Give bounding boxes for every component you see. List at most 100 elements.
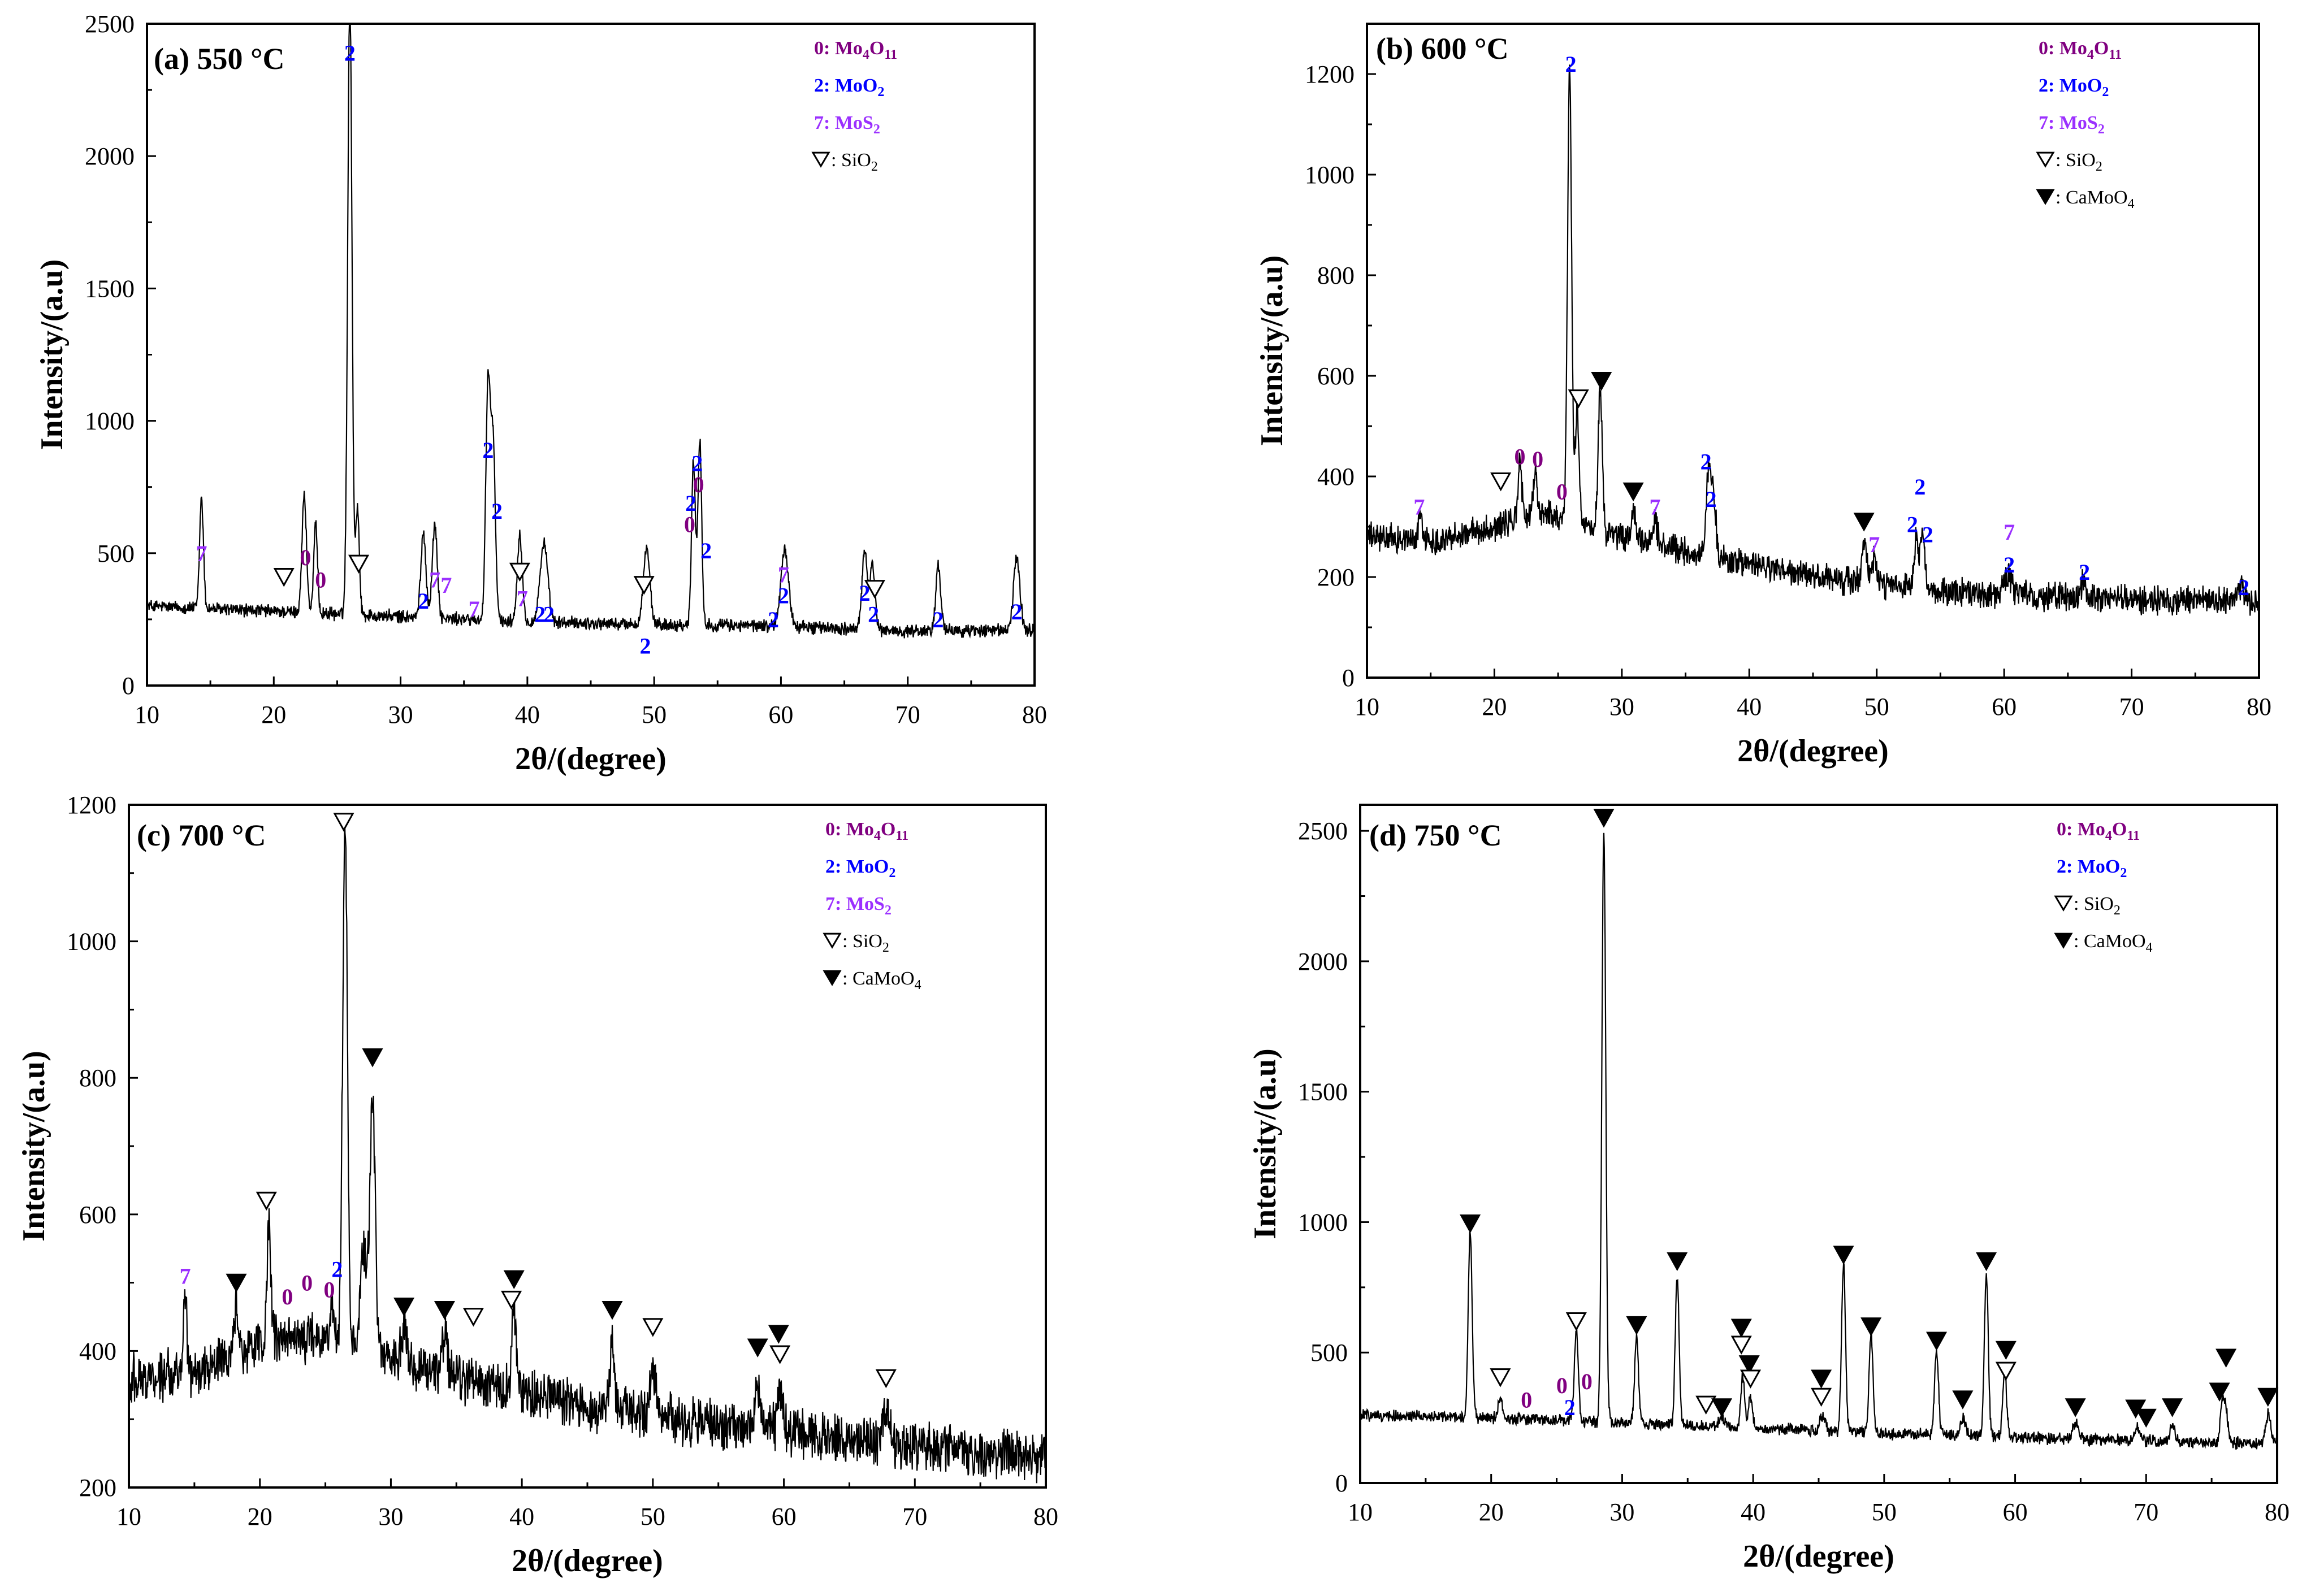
x-tick-label: 40 — [509, 1503, 534, 1530]
mos2-peak-label: 7 — [196, 541, 207, 566]
camoo4-peak-marker — [1833, 1246, 1854, 1265]
sio2-peak-marker — [1490, 472, 1512, 492]
sio2-peak-marker — [769, 1345, 791, 1364]
mo4o11-peak-label: 0 — [1581, 1369, 1593, 1394]
moo2-peak-label: 2 — [768, 607, 779, 632]
sio2-peak-marker — [256, 1191, 277, 1211]
moo2-peak-label: 2 — [2238, 575, 2249, 600]
panel-d-y-axis-title: Intensity/(a.u) — [1248, 1048, 1283, 1239]
camoo4-peak-marker — [2216, 1348, 2237, 1368]
camoo4-peak-marker — [1860, 1317, 1882, 1337]
moo2-peak-label: 2 — [2079, 560, 2090, 585]
moo2-peak-label: 2 — [331, 1256, 343, 1282]
sio2-peak-marker — [1565, 1312, 1587, 1332]
x-tick-label: 50 — [641, 1503, 665, 1530]
camoo4-peak-marker — [1738, 1355, 1760, 1374]
sio2-legend-label: : SiO2 — [2056, 150, 2102, 174]
x-tick-label: 20 — [261, 701, 286, 728]
camoo4-peak-marker — [1711, 1398, 1733, 1417]
moo2-legend-label: 2: MoO2 — [2057, 856, 2127, 881]
camoo4-peak-marker — [2065, 1398, 2086, 1417]
sio2-peak-marker — [348, 554, 370, 574]
moo2-peak-label: 2 — [1700, 449, 1712, 474]
panel-a-title: (a) 550 °C — [154, 42, 285, 76]
y-tick-label: 1000 — [1298, 1208, 1348, 1236]
x-tick-label: 60 — [1992, 693, 2017, 721]
moo2-peak-label: 2 — [491, 498, 503, 524]
camoo4-peak-marker — [434, 1301, 455, 1320]
panel-b-title: (b) 600 °C — [1376, 32, 1509, 66]
panel-c-x-axis-title: 2θ/(degree) — [512, 1543, 663, 1578]
moo2-legend-label: 2: MoO2 — [825, 856, 895, 881]
camoo4-peak-marker — [2209, 1382, 2230, 1402]
mos2-peak-label: 7 — [180, 1264, 191, 1289]
moo2-peak-label: 2 — [1565, 51, 1577, 77]
camoo4-peak-marker — [747, 1338, 768, 1358]
mo4o11-peak-label: 0 — [324, 1277, 335, 1303]
camoo4-legend-label: : CaMoO4 — [2056, 187, 2135, 211]
y-tick-label: 1000 — [1305, 161, 1355, 189]
moo2-legend-label: 2: MoO2 — [2039, 75, 2109, 99]
panel-a-x-axis-title: 2θ/(degree) — [515, 741, 667, 777]
mos2-legend-label: 7: MoS2 — [814, 112, 880, 137]
y-tick-label: 600 — [1317, 362, 1355, 390]
camoo4-legend-label: : CaMoO4 — [2074, 931, 2153, 955]
mo4o11-peak-label: 0 — [301, 1270, 313, 1296]
mos2-peak-label: 7 — [778, 562, 789, 587]
y-tick-label: 2000 — [85, 142, 135, 170]
camoo4-legend-symbol — [823, 970, 842, 986]
x-tick-label: 10 — [116, 1503, 141, 1530]
x-tick-label: 40 — [515, 701, 540, 728]
moo2-peak-label: 2 — [344, 41, 356, 66]
moo2-peak-label: 2 — [1922, 522, 1933, 547]
camoo4-peak-marker — [2257, 1387, 2279, 1407]
moo2-peak-label: 2 — [1706, 487, 1717, 512]
y-tick-label: 400 — [79, 1337, 116, 1365]
panel-a: (a) 550 °C 2θ/(degree) Intensity/(a.u) 1… — [34, 10, 1047, 777]
camoo4-peak-marker — [1730, 1319, 1752, 1338]
panel-c-title: (c) 700 °C — [137, 818, 266, 852]
camoo4-peak-marker — [1976, 1252, 1997, 1272]
y-tick-label: 400 — [1317, 463, 1355, 491]
camoo4-peak-marker — [1460, 1214, 1481, 1234]
x-tick-label: 40 — [1737, 693, 1762, 721]
mos2-peak-label: 7 — [429, 567, 440, 593]
sio2-peak-marker — [633, 576, 655, 595]
mos2-peak-label: 7 — [2004, 519, 2015, 545]
y-tick-label: 1000 — [85, 407, 135, 435]
panel-d-title: (d) 750 °C — [1369, 818, 1502, 852]
x-tick-label: 20 — [1482, 693, 1507, 721]
moo2-peak-label: 2 — [482, 437, 494, 463]
sio2-legend-label: : SiO2 — [831, 150, 878, 174]
moo2-peak-label: 2 — [868, 602, 879, 627]
camoo4-peak-marker — [602, 1301, 623, 1320]
moo2-peak-label: 2 — [1564, 1395, 1576, 1420]
mos2-peak-label: 7 — [469, 596, 480, 622]
moo2-peak-label: 2 — [2004, 552, 2015, 578]
mo4o11-legend-label: 0: Mo4O11 — [2057, 819, 2140, 843]
moo2-peak-label: 2 — [543, 602, 555, 627]
x-tick-label: 80 — [2247, 693, 2271, 721]
mo4o11-legend-label: 0: Mo4O11 — [814, 38, 897, 62]
y-tick-label: 800 — [1317, 262, 1355, 289]
x-tick-label: 60 — [2003, 1498, 2028, 1526]
sio2-peak-marker — [1811, 1387, 1832, 1407]
mo4o11-legend-label: 0: Mo4O11 — [2039, 38, 2122, 62]
mo4o11-peak-label: 0 — [315, 567, 326, 593]
camoo4-legend-symbol — [2036, 189, 2055, 205]
panel-b-x-axis-title: 2θ/(degree) — [1737, 734, 1889, 769]
camoo4-peak-marker — [393, 1297, 415, 1317]
x-tick-label: 30 — [1609, 1498, 1634, 1526]
mo4o11-peak-label: 0 — [1532, 446, 1543, 472]
mo4o11-peak-label: 0 — [1556, 479, 1568, 505]
y-tick-label: 1500 — [1298, 1078, 1348, 1106]
moo2-peak-label: 2 — [1914, 474, 1925, 500]
y-tick-label: 1000 — [67, 928, 116, 956]
mo4o11-peak-label: 0 — [684, 511, 695, 537]
panel-c-frame — [128, 804, 1047, 1489]
moo2-legend-label: 2: MoO2 — [814, 75, 884, 99]
y-tick-label: 500 — [97, 540, 135, 567]
camoo4-peak-marker — [2125, 1399, 2147, 1419]
y-tick-label: 500 — [1310, 1339, 1348, 1367]
sio2-peak-marker — [1695, 1395, 1717, 1415]
